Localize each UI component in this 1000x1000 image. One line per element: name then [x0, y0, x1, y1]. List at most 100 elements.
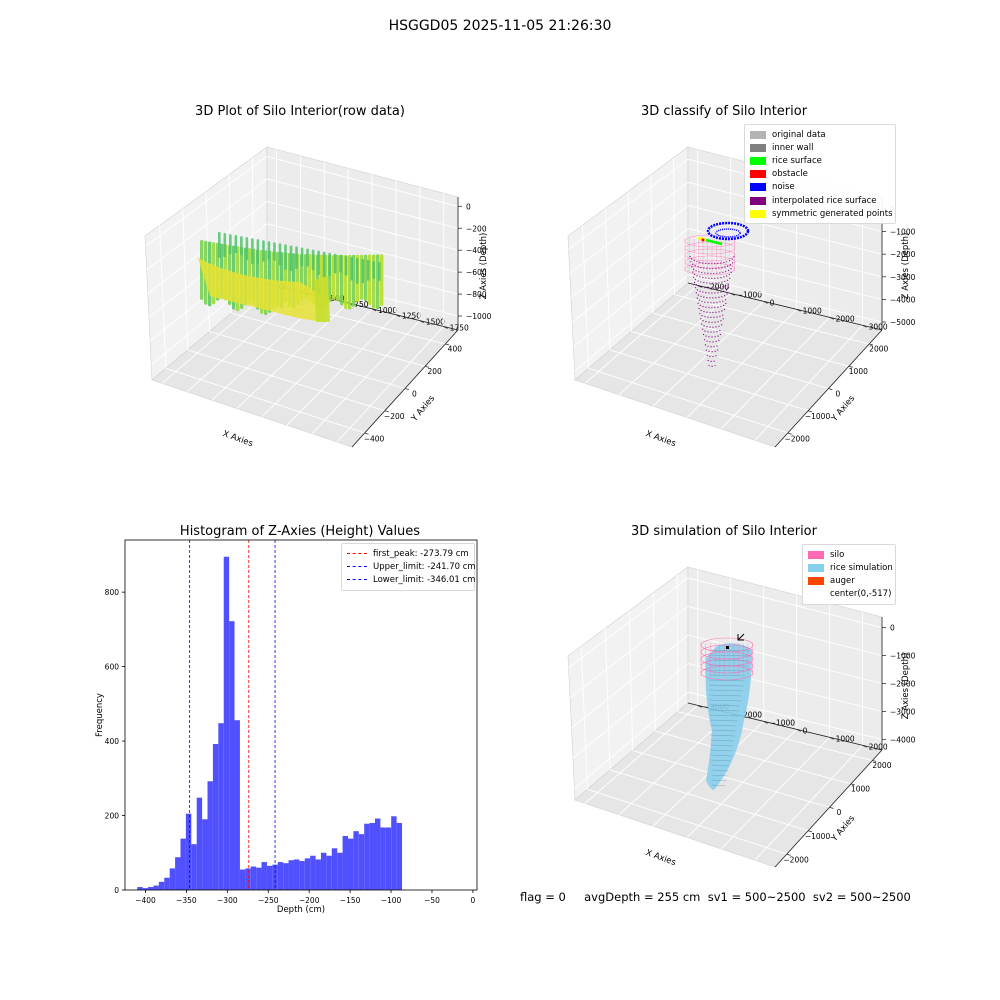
legend-item-rice-surface: rice surface — [750, 154, 890, 167]
grid-line — [584, 285, 698, 384]
grid-line — [574, 691, 689, 789]
grid-line — [652, 301, 764, 407]
histogram-bar — [212, 744, 219, 890]
x-tick — [445, 343, 450, 346]
legend-label: silo — [830, 549, 845, 560]
grid-line — [754, 744, 863, 861]
histogram-bar — [380, 827, 386, 890]
legend-item-auger: auger — [808, 574, 890, 587]
rice-mesh-line — [709, 694, 742, 697]
rice-mesh-line — [709, 709, 740, 712]
rice-mesh-line — [711, 774, 728, 777]
rice-mesh-line — [709, 704, 741, 707]
obstacle-point — [701, 238, 705, 242]
rice-mesh-line — [710, 724, 737, 727]
x-tick-label: 1000 — [849, 367, 868, 376]
histogram-bar — [239, 869, 246, 890]
point-column-back — [240, 236, 243, 256]
rice-mesh-line — [711, 779, 727, 782]
grid-line — [686, 728, 797, 838]
grid-line — [720, 736, 830, 850]
x-tick-label: −2000 — [783, 855, 809, 864]
histogram-bar — [304, 858, 311, 890]
x-tick-label: −250 — [258, 896, 279, 905]
histogram-bar — [191, 844, 197, 890]
grid-line — [266, 200, 459, 251]
histogram-bar — [256, 867, 262, 890]
line-swatch-peak — [347, 553, 367, 555]
grid-line — [581, 225, 590, 369]
x-tick — [872, 760, 877, 762]
histogram-bar — [261, 862, 267, 890]
x-tick-label: 200 — [427, 367, 442, 376]
y-tick-label: 0 — [803, 726, 808, 735]
histogram-bar — [320, 852, 327, 890]
legend-label: first_peak: -273.79 cm — [373, 548, 469, 559]
grid-line — [687, 274, 883, 323]
legend-label: center(0,-517) — [830, 589, 892, 600]
point-column — [364, 254, 368, 302]
grid-line — [588, 367, 788, 434]
legend-label: rice surface — [772, 155, 822, 166]
point-column-back — [350, 256, 354, 281]
x-tick — [869, 343, 874, 346]
histogram-bar — [315, 859, 321, 890]
histogram-bar — [142, 888, 149, 890]
x-tick-label: 0 — [837, 808, 842, 817]
swatch-noise — [750, 183, 766, 192]
rice-mesh-line — [709, 689, 743, 692]
grid-line — [261, 308, 373, 418]
grid-line — [311, 320, 421, 434]
point-column-back — [218, 232, 221, 258]
y-tick-label: 0 — [770, 298, 775, 307]
y-tick-label: 1000 — [378, 306, 397, 315]
y-tick-label: 0 — [114, 886, 119, 895]
panel2-legend: original data inner wall rice surface ob… — [744, 124, 896, 225]
panel3-axes: −400 −350 −300 −250 −200 −150 −100 −50 0 0 200 400 6… — [95, 539, 478, 915]
x-tick-label: −400 — [135, 896, 156, 905]
grid-line — [584, 705, 698, 804]
y-tick-label: 1000 — [803, 306, 822, 315]
histogram-bar — [218, 723, 224, 890]
point-column-back — [378, 262, 381, 282]
center-marker — [726, 646, 729, 649]
grid-line — [627, 191, 632, 332]
rice-mesh-line — [709, 699, 742, 702]
x-tick — [787, 432, 792, 435]
rice-mesh-line — [709, 684, 744, 687]
point-column-back — [306, 248, 309, 267]
grid-line — [572, 663, 689, 759]
legend-label: original data — [772, 129, 826, 140]
x-axis-line — [774, 329, 883, 448]
interpolated-arc — [707, 359, 717, 362]
grid-line — [205, 191, 210, 332]
swatch-symmetric — [750, 209, 766, 218]
x-tick-label: −1000 — [805, 412, 831, 421]
y-tick-label: 600 — [105, 663, 120, 672]
z-tick-label: −1000 — [466, 312, 492, 321]
plot-frame — [124, 539, 478, 891]
y-axis-label: Y Axies — [829, 813, 857, 844]
grid-line — [604, 208, 611, 350]
rice-mesh-line — [711, 754, 732, 757]
grid-line — [687, 251, 883, 300]
grid-line — [569, 182, 689, 274]
x-tick-label: 2000 — [869, 344, 888, 353]
interpolated-arc — [691, 266, 733, 275]
grid-line — [266, 178, 459, 229]
rice-surface-points — [705, 238, 723, 246]
panel4-legend: silo rice simulation auger center(0,-517… — [802, 544, 896, 605]
x-tick-label: −50 — [424, 896, 440, 905]
legend-item-center: center(0,-517) — [808, 588, 892, 601]
x-tick — [425, 365, 430, 368]
histogram-bar — [283, 863, 289, 890]
x-tick-label: 2000 — [872, 761, 891, 770]
point-column-back — [273, 242, 276, 261]
rice-mesh-line — [711, 764, 730, 767]
panel2-title: 3D classify of Silo Interior — [640, 104, 808, 119]
grid-line — [209, 331, 406, 389]
point-column-back — [344, 255, 348, 276]
interpolated-arc — [692, 271, 732, 279]
